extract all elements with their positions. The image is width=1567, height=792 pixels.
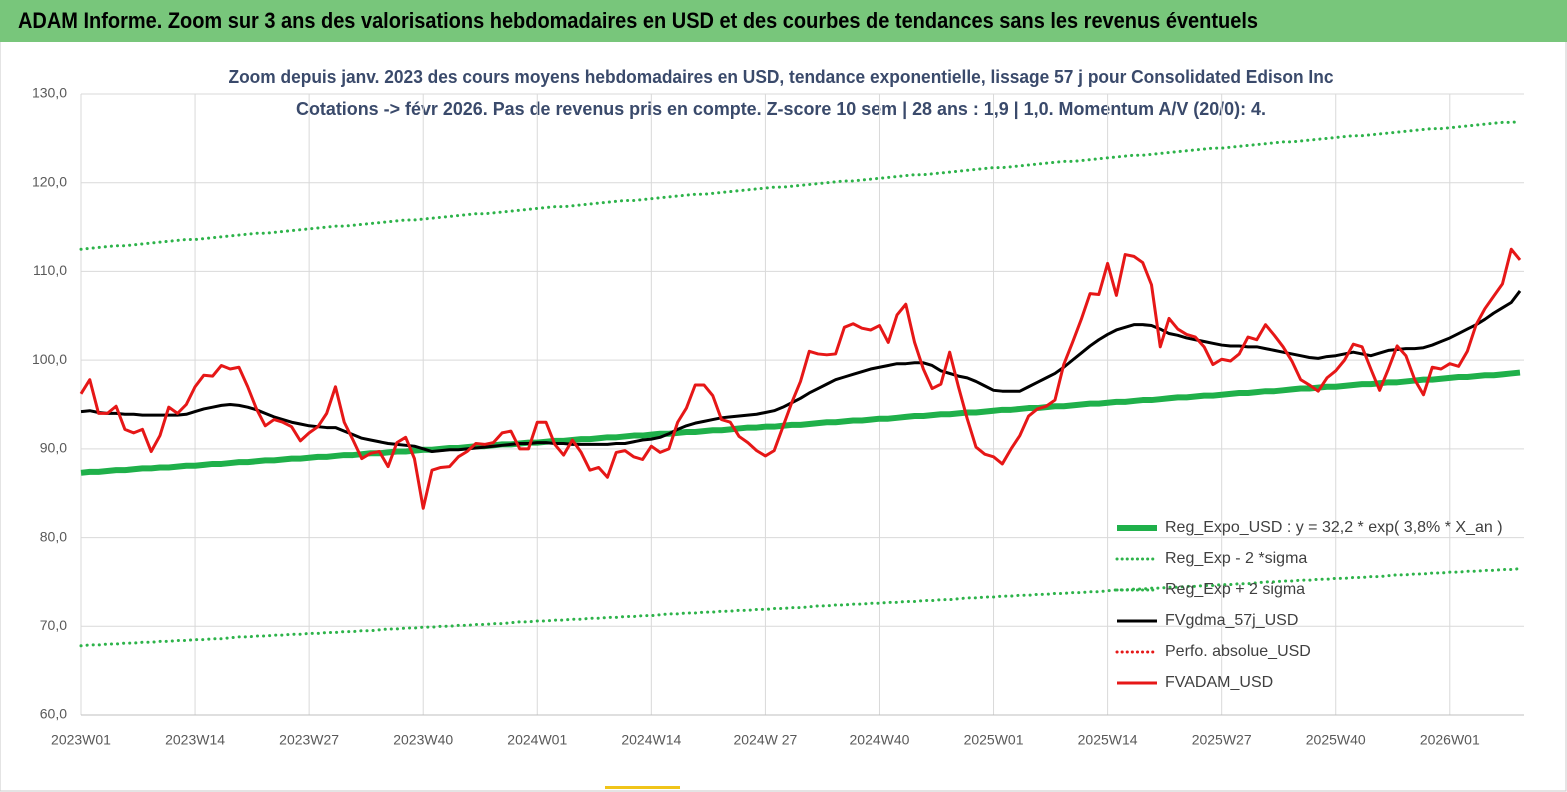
legend-label: Perfo. absolue_USD [1165,643,1311,660]
x-tick-label: 2025W40 [1306,732,1366,748]
x-tick-label: 2026W01 [1420,732,1480,748]
y-tick-label: 60,0 [40,706,67,722]
page-title: ADAM Informe. Zoom sur 3 ans des valoris… [18,8,1258,33]
chart-subtitle: Cotations -> févr 2026. Pas de revenus p… [296,99,1266,119]
x-tick-label: 2025W27 [1192,732,1252,748]
series-line [79,247,1522,510]
x-tick-label: 2023W40 [393,732,453,748]
y-tick-label: 90,0 [40,440,67,456]
chart-subtitle: Zoom depuis janv. 2023 des cours moyens … [229,67,1334,87]
series-line [80,290,1522,454]
legend-label: Reg_Exp + 2 sigma [1165,581,1305,598]
x-tick-label: 2025W01 [964,732,1024,748]
decor-bar [605,786,680,789]
x-tick-label: 2023W14 [165,732,225,748]
x-tick-label: 2023W01 [51,732,111,748]
header-banner [0,0,1567,42]
y-tick-label: 70,0 [40,617,67,633]
legend-label: FVgdma_57j_USD [1165,612,1298,629]
x-tick-label: 2024W40 [850,732,910,748]
x-tick-label: 2024W01 [507,732,567,748]
series-line [80,369,1521,476]
y-tick-label: 100,0 [32,351,67,367]
x-tick-label: 2024W14 [621,732,681,748]
legend-label: Reg_Expo_USD : y = 32,2 * exp( 3,8% * X_… [1165,519,1503,536]
legend-label: FVADAM_USD [1165,674,1273,691]
x-tick-label: 2024W 27 [733,732,797,748]
series-line [79,567,1522,648]
y-tick-label: 130,0 [32,85,67,101]
x-tick-label: 2025W14 [1078,732,1138,748]
y-tick-label: 120,0 [32,173,67,189]
y-tick-label: 80,0 [40,528,67,544]
legend-label: Reg_Exp - 2 *sigma [1165,550,1307,567]
y-tick-label: 110,0 [33,262,67,278]
x-tick-label: 2023W27 [279,732,339,748]
